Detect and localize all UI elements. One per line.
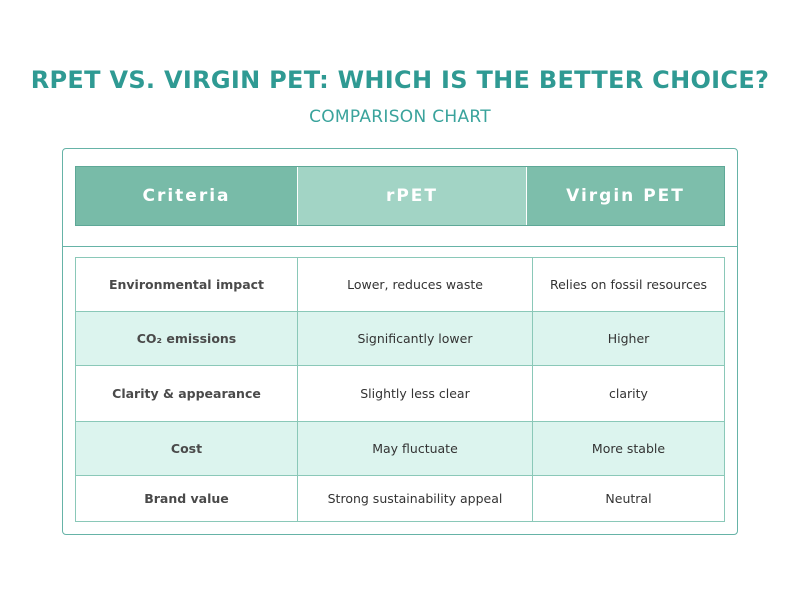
table-row: Clarity & appearance Slightly less clear…	[76, 366, 724, 422]
criteria-cell: Environmental impact	[76, 258, 298, 311]
virgin-pet-cell: Relies on fossil resources	[549, 277, 708, 292]
table-row: Cost May fluctuate More stable	[76, 422, 724, 476]
criteria-cell: Clarity & appearance	[76, 366, 298, 421]
table-header-row: Criteria rPET Virgin PET	[75, 166, 725, 226]
criteria-cell: Brand value	[76, 476, 298, 521]
rpet-cell: Slightly less clear	[298, 366, 533, 421]
criteria-cell: Cost	[76, 422, 298, 475]
rpet-cell: Strong sustainability appeal	[298, 476, 533, 521]
table-row: CO₂ emissions Significantly lower Higher	[76, 312, 724, 366]
column-header-virgin-pet: Virgin PET	[527, 167, 724, 225]
rpet-cell: May fluctuate	[298, 422, 533, 475]
page-title: RPET VS. VIRGIN PET: WHICH IS THE BETTER…	[30, 66, 770, 94]
card-divider	[63, 246, 737, 247]
column-header-rpet: rPET	[298, 167, 527, 225]
virgin-pet-cell: Neutral	[605, 491, 652, 506]
virgin-pet-cell: clarity	[609, 386, 648, 401]
criteria-cell: CO₂ emissions	[76, 312, 298, 365]
rpet-cell: Lower, reduces waste	[298, 258, 533, 311]
virgin-pet-cell: More stable	[591, 441, 666, 456]
comparison-table: Environmental impact Lower, reduces wast…	[75, 257, 725, 522]
column-header-criteria: Criteria	[76, 167, 298, 225]
page-subtitle: COMPARISON CHART	[309, 107, 491, 127]
table-row: Environmental impact Lower, reduces wast…	[76, 258, 724, 312]
comparison-card	[62, 148, 738, 535]
virgin-pet-cell: Higher	[607, 331, 650, 346]
table-row: Brand value Strong sustainability appeal…	[76, 476, 724, 521]
rpet-cell: Significantly lower	[298, 312, 533, 365]
